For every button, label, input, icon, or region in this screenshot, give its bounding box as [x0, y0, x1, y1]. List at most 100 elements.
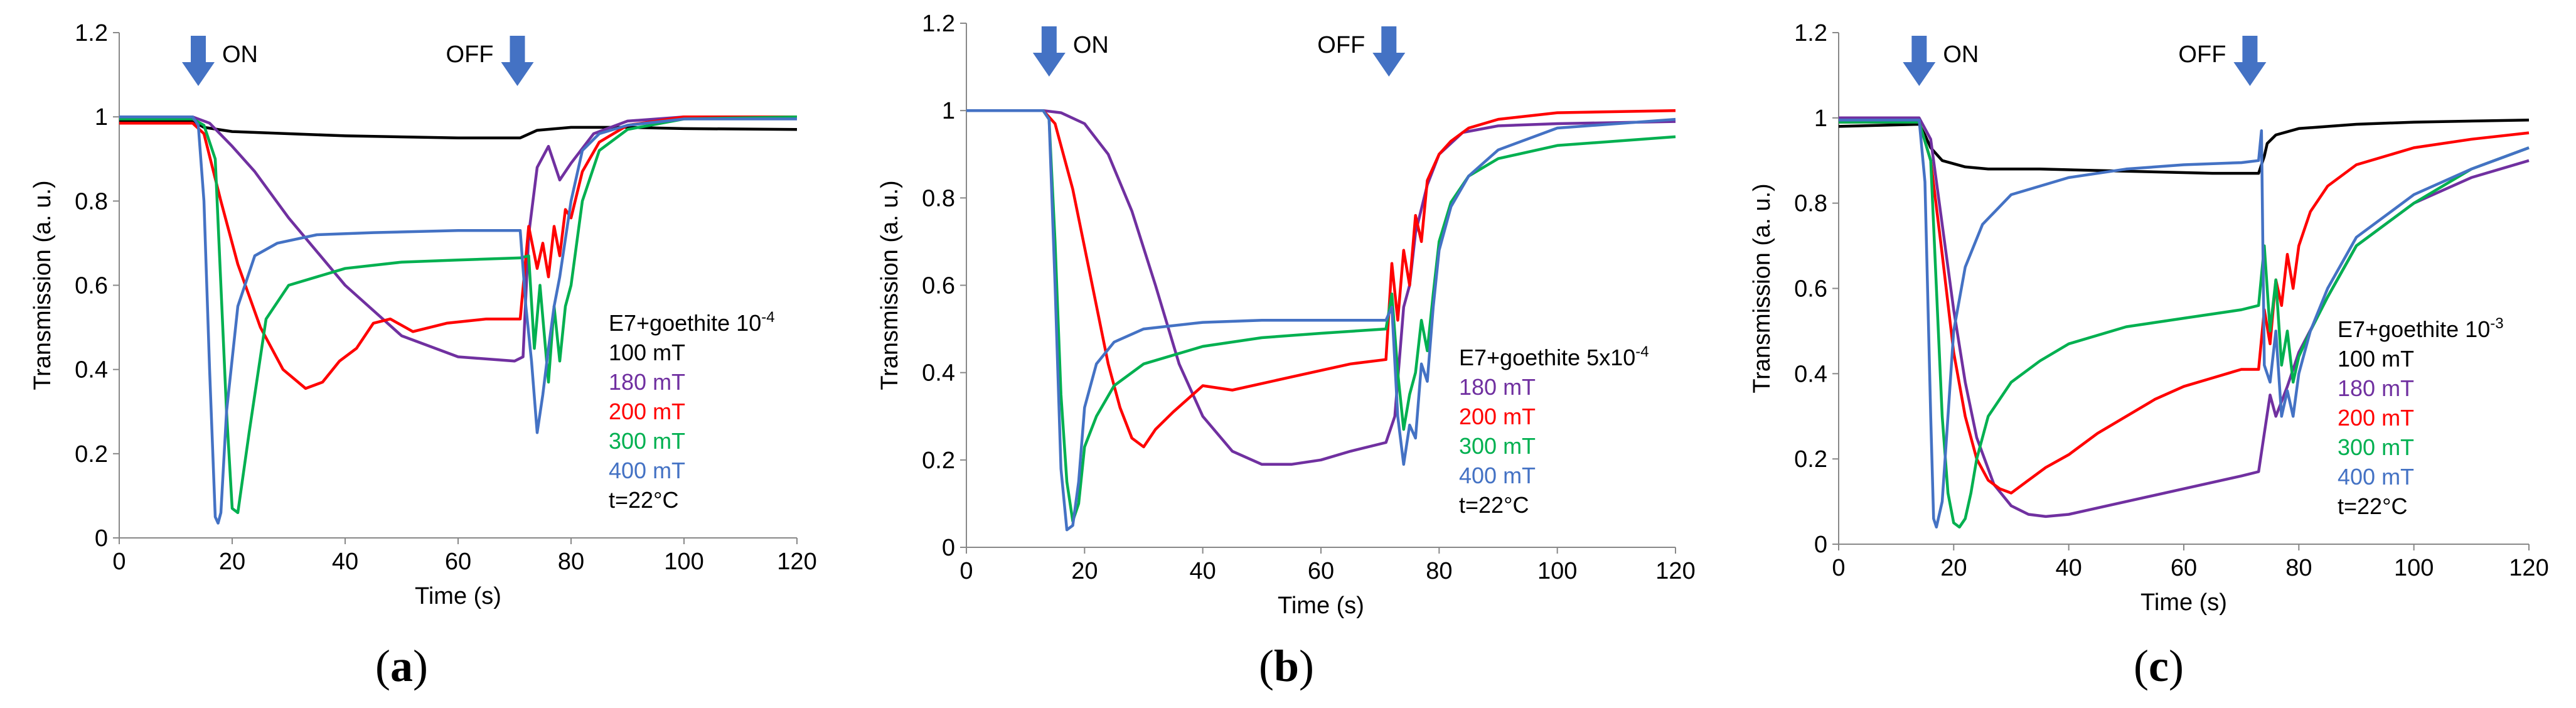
legend-title-exponent: -3: [2490, 315, 2503, 332]
x-tick-label: 60: [2171, 555, 2197, 581]
series-line-180-mt: [119, 115, 797, 363]
x-tick-label: 20: [219, 549, 245, 575]
series-line-400-mt: [966, 109, 1676, 532]
temperature-label: t=22°C: [2338, 493, 2407, 519]
legend-item: 300 mT: [609, 428, 685, 454]
x-tick-label: 60: [1308, 558, 1334, 584]
caption-letter: a: [390, 641, 413, 691]
arrow-down-icon: [2233, 36, 2267, 86]
legend-title-exponent: -4: [1635, 343, 1649, 360]
y-axis-title: Transmission (a. u.): [877, 180, 903, 390]
chart-panel-b: 0 0.2 0.4 0.6 0.8 1 1.2 0 20 40 60 80 100 120 Time (s)…: [877, 11, 1696, 691]
arrow-down-icon: [501, 36, 534, 86]
y-tick-label: 1: [942, 98, 955, 124]
y-tick-label: 0.4: [75, 357, 108, 384]
caption-open-paren: (: [2134, 641, 2149, 691]
x-tick-label: 0: [959, 558, 973, 584]
x-tick-label: 100: [664, 549, 703, 575]
y-tick-label: 0.2: [1794, 446, 1827, 473]
legend-title-text: E7+goethite 10: [609, 310, 761, 336]
legend-title: E7+goethite 10-3: [2338, 315, 2504, 342]
y-tick-label: 0: [1814, 532, 1827, 558]
y-axis-title: Transmission (a. u.): [29, 180, 56, 390]
x-axis-title: Time (s): [415, 583, 501, 609]
caption-letter: b: [1274, 641, 1299, 691]
legend-item: 400 mT: [609, 458, 685, 483]
arrow-down-icon: [1903, 36, 1936, 86]
legend-title: E7+goethite 10-4: [609, 309, 775, 336]
panel-caption: (a): [375, 641, 428, 691]
series-line-400-mt: [1839, 118, 2530, 529]
x-axis-title: Time (s): [1278, 593, 1364, 619]
y-tick-label: 0.2: [922, 448, 955, 474]
off-label: OFF: [2178, 41, 2226, 68]
legend-item: 300 mT: [1459, 433, 1536, 459]
caption-open-paren: (: [375, 641, 390, 691]
x-tick-label: 40: [2056, 555, 2082, 581]
y-tick-label: 0.6: [75, 273, 108, 299]
on-label: ON: [1073, 32, 1109, 58]
y-axis-title: Transmission (a. u.): [1749, 183, 1775, 393]
x-tick-label: 100: [2394, 555, 2434, 581]
series-line-300-mt: [966, 109, 1676, 523]
chart-panel-a: 0 0.2 0.4 0.6 0.8 1 1.2 0 20 40 60 80 100 120 Time (s)…: [29, 20, 817, 691]
x-tick-label: 120: [777, 549, 816, 575]
y-tick-label: 0.4: [1794, 361, 1827, 387]
series-line-400-mt: [119, 115, 797, 525]
y-tick-label: 1.2: [922, 11, 955, 37]
y-tick-label: 0.8: [922, 185, 955, 212]
caption-letter: c: [2149, 641, 2169, 691]
y-tick-label: 1.2: [75, 20, 108, 46]
series-line-200-mt: [966, 109, 1676, 449]
y-tick-label: 0.4: [922, 360, 955, 387]
caption-close-paren: ): [2169, 641, 2184, 691]
y-tick-label: 0: [95, 525, 108, 552]
legend-item: 100 mT: [2338, 346, 2414, 372]
on-label: ON: [1943, 41, 1979, 68]
caption-close-paren: ): [1299, 641, 1314, 691]
off-label: OFF: [1317, 32, 1365, 58]
temperature-label: t=22°C: [609, 487, 678, 513]
panel-caption: (c): [2134, 641, 2184, 691]
series-line-200-mt: [119, 115, 797, 390]
legend-title: E7+goethite 5x10-4: [1459, 343, 1649, 370]
arrow-down-icon: [1032, 26, 1066, 77]
x-tick-label: 80: [1426, 558, 1452, 584]
temperature-label: t=22°C: [1459, 492, 1529, 518]
off-label: OFF: [446, 41, 494, 68]
series-line-200-mt: [1839, 121, 2530, 495]
legend-item: 300 mT: [2338, 434, 2414, 460]
legend-item: 180 mT: [1459, 374, 1536, 400]
y-tick-label: 0.2: [75, 441, 108, 468]
legend-item: 200 mT: [609, 399, 685, 424]
y-tick-label: 0.8: [1794, 191, 1827, 217]
series-line-180-mt: [966, 109, 1676, 466]
x-tick-label: 0: [1832, 555, 1845, 581]
arrow-down-icon: [182, 36, 215, 86]
series-line-100-mt: [1838, 118, 2530, 175]
x-tick-label: 120: [1655, 558, 1695, 584]
x-tick-label: 80: [2285, 555, 2312, 581]
legend-item: 200 mT: [1459, 404, 1536, 429]
y-tick-label: 0.6: [1794, 276, 1827, 303]
legend-item: 400 mT: [2338, 464, 2414, 490]
chart-panel-c: 0 0.2 0.4 0.6 0.8 1 1.2 0 20 40 60 80 100 120 Time (s)…: [1749, 20, 2549, 691]
legend-item: 200 mT: [2338, 405, 2414, 431]
caption-close-paren: ): [413, 641, 428, 691]
x-tick-label: 20: [1071, 558, 1098, 584]
x-tick-label: 20: [1940, 555, 1967, 581]
legend-item: 180 mT: [609, 369, 685, 395]
x-tick-label: 40: [332, 549, 358, 575]
y-tick-label: 0.6: [922, 273, 955, 299]
legend-title-exponent: -4: [761, 309, 774, 326]
legend-item: 180 mT: [2338, 375, 2414, 401]
legend-item: 400 mT: [1459, 463, 1536, 488]
series-line-300-mt: [119, 115, 798, 515]
x-tick-label: 120: [2509, 555, 2548, 581]
x-tick-label: 60: [445, 549, 471, 575]
x-tick-label: 0: [112, 549, 126, 575]
x-tick-label: 80: [558, 549, 584, 575]
panel-caption: (b): [1259, 641, 1314, 691]
y-tick-label: 0: [942, 535, 955, 561]
